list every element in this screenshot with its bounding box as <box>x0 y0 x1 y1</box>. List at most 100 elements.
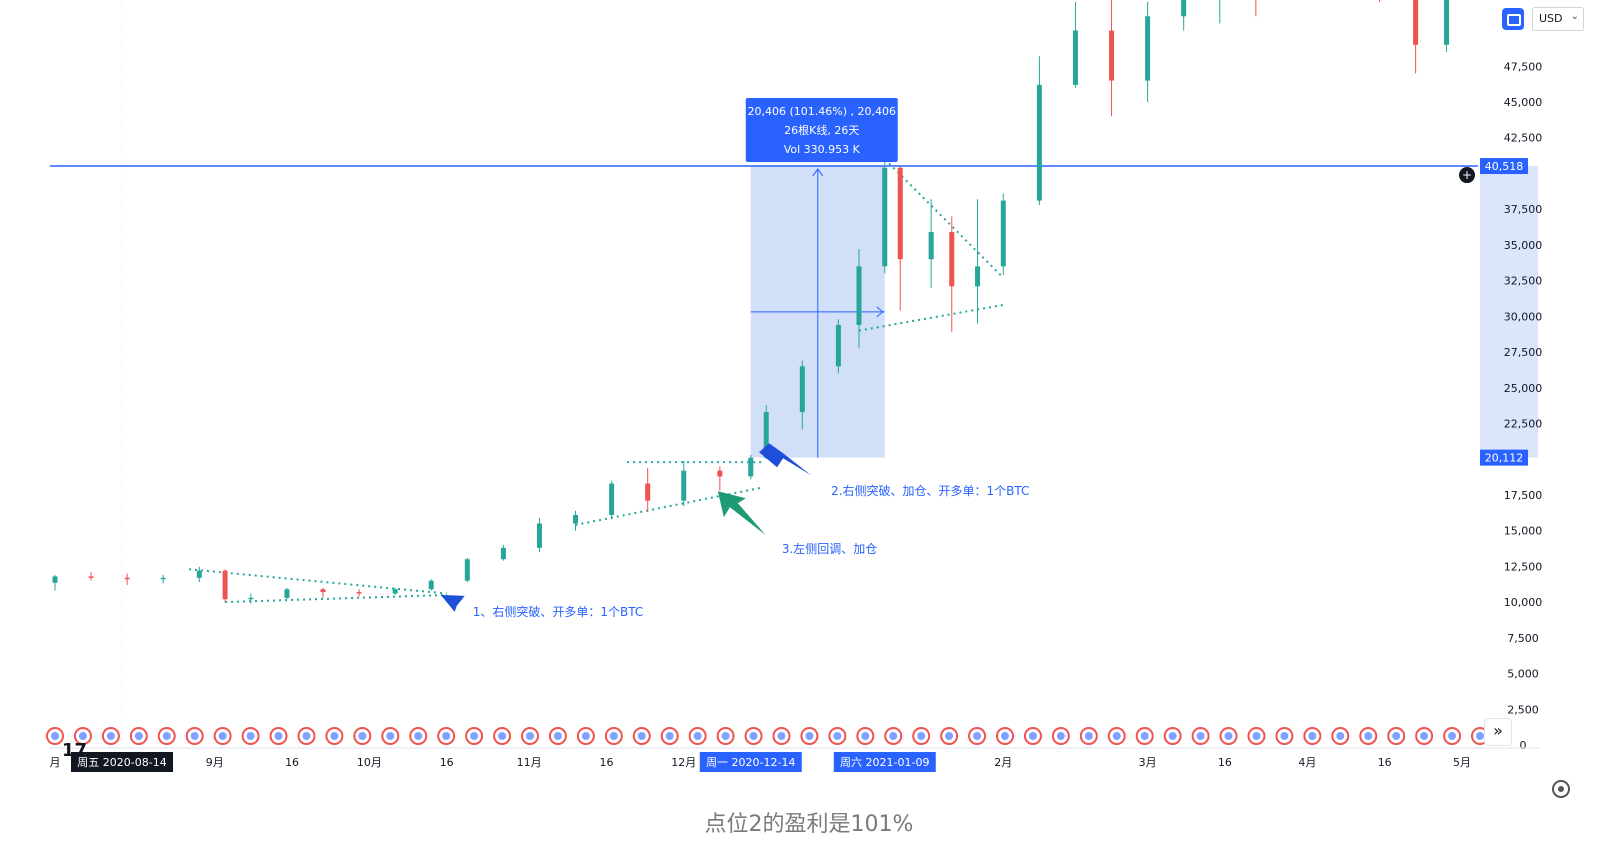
event-flag-icon-center <box>861 732 870 740</box>
event-flag-icon-center <box>302 732 311 740</box>
image-caption: 点位2的盈利是101% <box>704 812 914 837</box>
x-axis-tick-label: 12月 <box>671 756 696 769</box>
event-flag-icon-center <box>609 732 618 740</box>
event-flag-icon-center <box>106 732 115 740</box>
event-flag-icon-center <box>1196 732 1205 740</box>
event-flag-icon-center <box>1168 732 1177 740</box>
event-flag-icon-center <box>805 732 814 740</box>
y-axis-tick-label: 30,000 <box>1504 310 1543 323</box>
y-axis-tick-label: 32,500 <box>1504 275 1543 288</box>
candle-body <box>284 589 290 598</box>
x-axis-date-highlight-text: 周六 2021-01-09 <box>840 756 929 769</box>
candle-body <box>1072 30 1078 85</box>
event-flag-icon-center <box>833 732 842 740</box>
candle-body <box>928 232 934 260</box>
trendline <box>858 303 1004 332</box>
event-flag-icon-center <box>1308 732 1317 740</box>
event-flag-icon-center <box>749 732 758 740</box>
x-axis-tick-label: 16 <box>440 756 454 769</box>
event-flag-icon-center <box>693 732 702 740</box>
candle-body <box>356 592 362 594</box>
candle-body <box>52 576 58 583</box>
candle-body <box>1000 200 1006 267</box>
event-flag-icon-center <box>1028 732 1037 740</box>
x-axis-tick-label: 9月 <box>206 756 224 769</box>
annotation-text: 3.左侧回调、加仓 <box>782 541 877 556</box>
annotation-text: 2.右侧突破、加仓、开多单：1个BTC <box>831 483 1029 498</box>
measure-arrowhead-right <box>876 306 884 318</box>
candle-body <box>1036 84 1042 201</box>
candle-body <box>1145 16 1151 81</box>
x-axis-tick-label: 16 <box>1378 756 1392 769</box>
y-axis-tick-label: 37,500 <box>1504 203 1543 216</box>
event-flag-icon-center <box>526 732 534 740</box>
candle-body <box>717 470 723 477</box>
y-axis-tick-label: 17,500 <box>1504 489 1543 502</box>
price-scale-range-highlight <box>1480 166 1538 458</box>
tradingview-logo-icon: 17 <box>62 740 98 761</box>
event-flag-icon-center <box>330 732 339 740</box>
y-axis-tick-label: 45,000 <box>1504 96 1543 109</box>
x-axis-tick-label: 11月 <box>517 756 542 769</box>
x-axis-date-highlight <box>71 752 173 772</box>
event-flag-icon-center <box>553 732 562 740</box>
event-flag-icon-center <box>134 732 143 740</box>
candle-body <box>88 576 94 578</box>
event-flag-icon-center <box>414 732 423 740</box>
event-flag-icon-center <box>274 732 283 740</box>
y-axis-tick-label: 42,500 <box>1504 132 1543 145</box>
gear-icon[interactable] <box>1552 780 1570 798</box>
event-flag-icon-center <box>581 732 590 740</box>
candle-body <box>160 577 166 580</box>
plus-icon: + <box>1462 168 1472 182</box>
candle-body <box>645 483 651 501</box>
x-axis-date-highlight-text: 周五 2020-08-14 <box>77 756 166 769</box>
x-axis-date-highlight <box>833 752 936 772</box>
candle-body <box>1444 0 1450 45</box>
candle-body <box>320 589 326 593</box>
measure-label-text: Vol 330.953 K <box>784 143 861 156</box>
event-flag-icon-center <box>1084 732 1093 740</box>
event-flag-icon-center <box>1056 732 1065 740</box>
event-flag-icon-center <box>973 732 982 740</box>
candle-body <box>799 366 805 413</box>
candle-body <box>196 570 202 578</box>
y-axis-tick-label: 5,000 <box>1507 668 1539 681</box>
event-flag-icon-center <box>498 732 507 740</box>
event-flag-icon-center <box>1112 732 1121 740</box>
double-chevron-right-icon: » <box>1493 721 1503 740</box>
event-flag-icon-center <box>1448 732 1457 740</box>
event-flag-icon-center <box>889 732 898 740</box>
x-axis-tick-label: 16 <box>599 756 613 769</box>
trendline <box>188 568 447 595</box>
candle-body <box>428 580 434 590</box>
event-flag-icon-center <box>1420 732 1429 740</box>
y-axis-tick-label: 15,000 <box>1504 525 1543 538</box>
x-axis-tick-label: 3月 <box>1139 756 1157 769</box>
event-flag-icon-center <box>246 732 255 740</box>
y-axis-tick-label: 10,000 <box>1504 596 1543 609</box>
x-axis-tick-label: 4月 <box>1298 756 1316 769</box>
scroll-to-realtime-button[interactable]: » <box>1484 718 1512 746</box>
candle-body <box>1109 30 1115 81</box>
x-axis-date-highlight-text: 周一 2020-12-14 <box>706 756 795 769</box>
x-axis-date-highlight <box>699 752 802 772</box>
x-axis-tick-label: 16 <box>1218 756 1232 769</box>
x-axis-tick-label: 5月 <box>1453 756 1471 769</box>
annotation-arrow-icon <box>440 594 465 612</box>
event-flag-icon-center <box>1392 732 1401 740</box>
reset-chart-button[interactable] <box>1502 8 1524 30</box>
currency-select[interactable]: USD ⌄ <box>1532 7 1584 31</box>
candle-body <box>609 483 615 515</box>
price-chart[interactable]: 20,406 (101.46%) , 20,406 26根K线, 26天 Vol 3… <box>0 0 1618 800</box>
candle-body <box>949 232 955 287</box>
annotation-arrow-icon <box>759 443 812 476</box>
candle-body <box>573 514 579 524</box>
event-flag-icon-center <box>51 732 59 740</box>
event-flag-icon-center <box>1280 732 1289 740</box>
event-flag-icon-center <box>218 732 227 740</box>
candle-body <box>248 597 254 600</box>
x-axis-tick-label: 10月 <box>357 756 382 769</box>
event-flag-icon-center <box>190 732 199 740</box>
